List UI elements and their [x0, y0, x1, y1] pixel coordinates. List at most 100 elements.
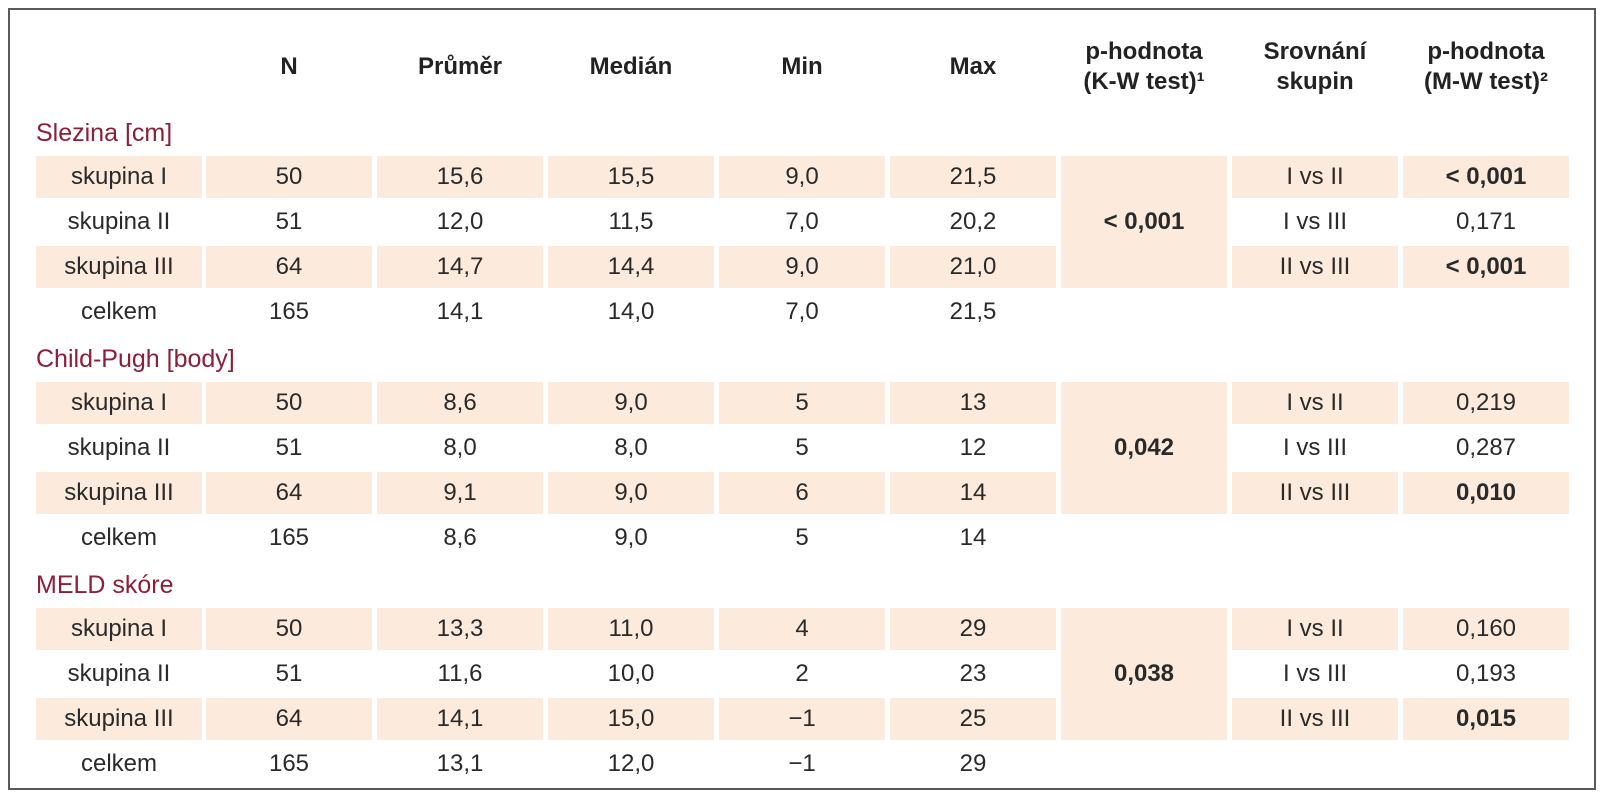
- cell-min: 5: [795, 434, 809, 461]
- row-label: celkem: [80, 298, 158, 325]
- cell-mean: 14,7: [377, 246, 543, 288]
- column-header-min: Min: [719, 24, 885, 110]
- cell-n: 64: [206, 472, 372, 514]
- header-kw-line2: (K-W test)¹: [1083, 68, 1205, 95]
- cell-min: −1: [719, 698, 885, 740]
- cell-comparison: I vs II: [1232, 608, 1398, 650]
- cell-mean: 13,3: [377, 608, 543, 650]
- header-max: Max: [949, 53, 997, 80]
- column-header-cmp: Srovnání skupin: [1232, 24, 1398, 110]
- cell-n: 51: [275, 660, 303, 687]
- cell-median: 14,0: [607, 298, 655, 325]
- cell-min: 9,0: [719, 246, 885, 288]
- row-label: skupina I: [36, 156, 202, 198]
- cell-max: 21,5: [949, 298, 997, 325]
- cell-median: 11,0: [548, 608, 714, 650]
- cell-max: 29: [959, 750, 987, 777]
- cell-kw-p: < 0,001: [1061, 156, 1227, 288]
- cell-comparison: I vs II: [1232, 156, 1398, 198]
- cell-n: 165: [268, 750, 310, 777]
- cell-min: −1: [788, 750, 816, 777]
- cell-min: 2: [795, 660, 809, 687]
- column-header-max: Max: [890, 24, 1056, 110]
- cell-max: 21,0: [890, 246, 1056, 288]
- cell-median: 15,5: [548, 156, 714, 198]
- cell-n: 64: [206, 246, 372, 288]
- cell-mean: 14,1: [377, 698, 543, 740]
- cell-min: 6: [719, 472, 885, 514]
- cell-max: 13: [890, 382, 1056, 424]
- cell-median: 15,0: [548, 698, 714, 740]
- row-label: celkem: [80, 750, 158, 777]
- cell-n: 165: [268, 298, 310, 325]
- header-mw-line2: (M-W test)²: [1424, 68, 1548, 95]
- cell-mw-p: 0,010: [1403, 472, 1569, 514]
- row-label: skupina II: [67, 208, 171, 235]
- row-label: skupina I: [36, 608, 202, 650]
- cell-comparison: II vs III: [1232, 698, 1398, 740]
- cell-mean: 9,1: [377, 472, 543, 514]
- cell-kw-p: 0,038: [1061, 608, 1227, 740]
- cell-comparison: I vs II: [1232, 382, 1398, 424]
- cell-median: 9,0: [548, 382, 714, 424]
- row-label: celkem: [80, 524, 158, 551]
- cell-comparison: II vs III: [1232, 472, 1398, 514]
- cell-mean: 12,0: [436, 208, 484, 235]
- cell-median: 14,4: [548, 246, 714, 288]
- cell-n: 50: [206, 156, 372, 198]
- header-mw-line1: p-hodnota: [1427, 38, 1545, 65]
- cell-mw-p: < 0,001: [1403, 246, 1569, 288]
- cell-max: 12: [959, 434, 987, 461]
- cell-comparison: I vs III: [1282, 434, 1347, 461]
- cell-mean: 14,1: [436, 298, 484, 325]
- section-title: Slezina [cm]: [36, 119, 173, 147]
- header-n: N: [280, 53, 298, 80]
- row-label: skupina II: [67, 434, 171, 461]
- cell-median: 9,0: [614, 524, 648, 551]
- cell-mean: 11,6: [437, 660, 483, 687]
- cell-max: 14: [890, 472, 1056, 514]
- column-header-mw: p-hodnota (M-W test)²: [1403, 24, 1569, 110]
- row-label: skupina I: [36, 382, 202, 424]
- cell-mean: 8,6: [443, 524, 477, 551]
- cell-n: 64: [206, 698, 372, 740]
- cell-n: 51: [275, 208, 303, 235]
- cell-mw-p: 0,171: [1455, 208, 1517, 235]
- cell-mean: 13,1: [436, 750, 484, 777]
- column-header-n: N: [206, 24, 372, 110]
- cell-median: 9,0: [548, 472, 714, 514]
- cell-comparison: I vs III: [1282, 660, 1347, 687]
- cell-max: 23: [959, 660, 987, 687]
- row-label: skupina II: [67, 660, 171, 687]
- cell-max: 14: [959, 524, 987, 551]
- cell-n: 51: [275, 434, 303, 461]
- cell-mw-p: 0,219: [1403, 382, 1569, 424]
- cell-max: 29: [890, 608, 1056, 650]
- cell-max: 20,2: [949, 208, 997, 235]
- cell-min: 7,0: [785, 298, 819, 325]
- table-frame: N Průměr Medián Min Max p-hodnota (K-W test)¹ S…: [8, 8, 1596, 790]
- section-title: Child-Pugh [body]: [36, 345, 235, 373]
- row-label: skupina III: [36, 698, 202, 740]
- column-header-median: Medián: [548, 24, 714, 110]
- column-header-kw: p-hodnota (K-W test)¹: [1061, 24, 1227, 110]
- header-cmp-line1: Srovnání: [1263, 38, 1367, 65]
- cell-min: 5: [719, 382, 885, 424]
- cell-mw-p: 0,287: [1455, 434, 1517, 461]
- cell-mean: 15,6: [377, 156, 543, 198]
- cell-median: 10,0: [607, 660, 655, 687]
- header-kw-line1: p-hodnota: [1085, 38, 1203, 65]
- cell-max: 21,5: [890, 156, 1056, 198]
- header-cmp-line2: skupin: [1276, 68, 1354, 95]
- cell-min: 9,0: [719, 156, 885, 198]
- cell-comparison: II vs III: [1232, 246, 1398, 288]
- row-label: skupina III: [36, 472, 202, 514]
- header-mean: Průměr: [417, 53, 503, 80]
- header-min: Min: [781, 53, 823, 80]
- cell-median: 11,5: [608, 208, 654, 235]
- cell-mw-p: < 0,001: [1403, 156, 1569, 198]
- section-title: MELD skóre: [36, 571, 174, 599]
- cell-n: 165: [268, 524, 310, 551]
- row-label: skupina III: [36, 246, 202, 288]
- cell-kw-p: 0,042: [1061, 382, 1227, 514]
